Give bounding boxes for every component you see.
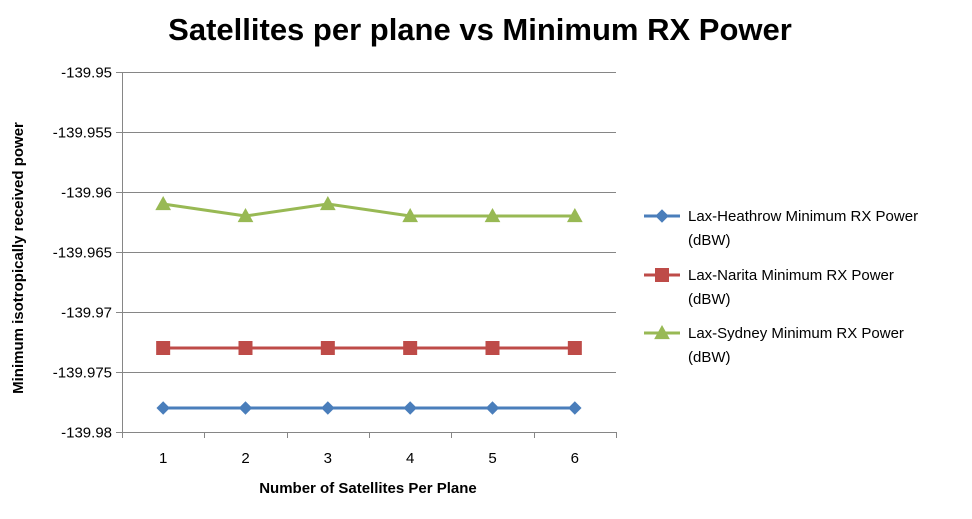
data-point-marker (156, 401, 170, 415)
data-point-marker (319, 195, 336, 211)
series-2 (156, 341, 582, 355)
legend-label: Lax-Narita Minimum RX Power (688, 267, 894, 284)
legend-marker (655, 209, 669, 223)
data-point-marker (156, 341, 171, 355)
data-point-marker (238, 401, 253, 415)
y-tick-label: -139.97 (61, 305, 112, 322)
data-point-marker (403, 401, 417, 415)
data-point-marker (238, 341, 253, 355)
data-point-marker (567, 341, 582, 355)
legend-marker (655, 268, 669, 282)
legend-label: Lax-Sydney Minimum RX Power (688, 325, 904, 342)
data-point-marker (320, 341, 335, 355)
series-3 (155, 195, 583, 223)
y-tick-label: -139.955 (53, 125, 112, 142)
data-point-marker (485, 341, 500, 355)
y-tick-label: -139.965 (53, 245, 112, 262)
legend: Lax-Heathrow Minimum RX Power(dBW)Lax-Na… (644, 208, 918, 366)
grid-layer (122, 72, 616, 373)
x-tick-label: 5 (488, 450, 496, 467)
data-point-marker (321, 401, 335, 415)
legend-entry: Lax-Narita Minimum RX Power (dBW) (644, 267, 894, 308)
legend-label: Lax-Heathrow Minimum RX Power (688, 208, 918, 225)
x-tick-label: 1 (159, 450, 167, 467)
x-tick-label: 6 (571, 450, 579, 467)
data-point-marker (403, 341, 418, 355)
x-tick-label: 2 (241, 450, 249, 467)
data-point-marker (568, 401, 582, 415)
data-point-marker (566, 207, 583, 223)
x-tick-label: 4 (406, 450, 414, 467)
data-point-marker (237, 207, 254, 223)
legend-label: (dBW) (688, 349, 731, 366)
series-line (162, 202, 575, 218)
data-point-marker (402, 207, 419, 223)
data-point-marker (485, 401, 500, 415)
y-tick-label: -139.96 (61, 185, 112, 202)
chart-title: Satellites per plane vs Minimum RX Power (168, 12, 792, 47)
legend-marker (654, 324, 670, 340)
data-point-marker (484, 207, 501, 223)
x-tick-label: 3 (324, 450, 332, 467)
legend-label: (dBW) (688, 232, 731, 249)
y-tick-label: -139.98 (61, 425, 112, 442)
y-tick-label: -139.95 (61, 65, 112, 82)
legend-label: (dBW) (688, 291, 731, 308)
axes-layer: -139.95 -139.955 -139.96 -139.965 -139.97 -13… (53, 65, 617, 467)
x-axis-title: Number of Satellites Per Plane (259, 480, 477, 497)
y-axis-title: Minimum isotropically received power (10, 122, 27, 394)
y-tick-label: -139.975 (53, 365, 112, 382)
legend-entry: Lax-Heathrow Minimum RX Power (dBW) (644, 208, 918, 249)
series-layer (155, 195, 583, 415)
legend-entry: Lax-Sydney Minimum RX Power (dBW) (644, 324, 904, 366)
series-1 (156, 401, 582, 415)
data-point-marker (155, 195, 172, 211)
